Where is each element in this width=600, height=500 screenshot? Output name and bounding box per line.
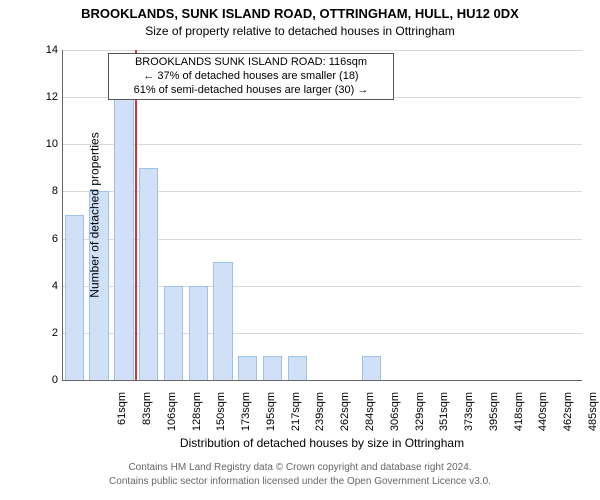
x-axis-label: Distribution of detached houses by size … [62,436,582,450]
bar [164,286,183,380]
xtick-label: 128sqm [191,392,203,442]
ytick-label: 4 [28,280,58,292]
ytick-label: 14 [28,44,58,56]
bar [362,356,381,380]
xtick-label: 462sqm [562,392,574,442]
bar [189,286,208,380]
bar [288,356,307,380]
xtick-label: 150sqm [215,392,227,442]
footer-line-1: Contains HM Land Registry data © Crown c… [0,462,600,473]
xtick-label: 217sqm [290,392,302,442]
xtick-label: 306sqm [389,392,401,442]
ytick-label: 2 [28,327,58,339]
y-axis-label: Number of detached properties [88,132,102,297]
bar [139,168,158,380]
info-box-line: ← 37% of detached houses are smaller (18… [115,70,387,84]
xtick-label: 418sqm [513,392,525,442]
xtick-label: 262sqm [339,392,351,442]
xtick-label: 329sqm [414,392,426,442]
chart-title: BROOKLANDS, SUNK ISLAND ROAD, OTTRINGHAM… [0,6,600,21]
xtick-label: 485sqm [587,392,599,442]
info-box-line: BROOKLANDS SUNK ISLAND ROAD: 116sqm [115,56,387,70]
gridline [62,144,582,145]
ytick-label: 10 [28,138,58,150]
xtick-label: 195sqm [265,392,277,442]
xtick-label: 61sqm [116,392,128,442]
chart-subtitle: Size of property relative to detached ho… [0,24,600,38]
gridline [62,50,582,51]
x-axis-line [62,380,582,381]
xtick-label: 106sqm [166,392,178,442]
xtick-label: 395sqm [488,392,500,442]
ytick-label: 6 [28,233,58,245]
xtick-label: 173sqm [240,392,252,442]
info-box: BROOKLANDS SUNK ISLAND ROAD: 116sqm← 37%… [108,53,394,100]
bar [114,74,133,380]
xtick-label: 83sqm [141,392,153,442]
xtick-label: 239sqm [314,392,326,442]
bar [238,356,257,380]
footer-line-2: Contains public sector information licen… [0,476,600,487]
xtick-label: 351sqm [438,392,450,442]
ytick-label: 12 [28,91,58,103]
y-axis-line [62,50,63,380]
ytick-label: 0 [28,374,58,386]
xtick-label: 373sqm [463,392,475,442]
ytick-label: 8 [28,185,58,197]
bar [263,356,282,380]
xtick-label: 440sqm [537,392,549,442]
xtick-label: 284sqm [364,392,376,442]
bar [213,262,232,380]
info-box-line: 61% of semi-detached houses are larger (… [115,84,387,98]
bar [65,215,84,380]
